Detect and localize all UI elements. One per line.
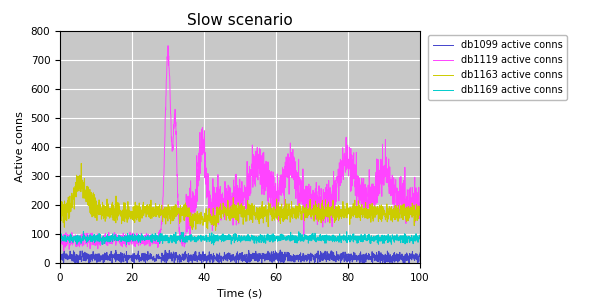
db1163 active conns xyxy=(406,211,413,214)
db1163 active conns xyxy=(232,218,239,221)
X-axis label: Time (s): Time (s) xyxy=(217,289,263,298)
Line: db1163 active conns: db1163 active conns xyxy=(60,163,420,230)
db1169 active conns xyxy=(340,233,347,237)
Line: db1169 active conns: db1169 active conns xyxy=(60,231,420,245)
db1099 active conns xyxy=(56,252,64,256)
db1119 active conns xyxy=(406,208,413,211)
db1119 active conns xyxy=(75,239,82,243)
db1169 active conns xyxy=(56,238,64,241)
db1169 active conns xyxy=(416,234,424,238)
db1099 active conns xyxy=(85,261,92,265)
db1119 active conns xyxy=(60,249,67,253)
db1099 active conns xyxy=(75,258,82,262)
db1169 active conns xyxy=(75,236,82,240)
db1169 active conns xyxy=(406,241,413,244)
Title: Slow scenario: Slow scenario xyxy=(187,13,293,28)
Line: db1099 active conns: db1099 active conns xyxy=(60,250,420,263)
db1169 active conns xyxy=(406,238,413,242)
Line: db1119 active conns: db1119 active conns xyxy=(60,46,420,251)
Y-axis label: Active conns: Active conns xyxy=(15,111,25,182)
db1119 active conns xyxy=(232,173,239,177)
db1163 active conns xyxy=(406,208,413,212)
db1099 active conns xyxy=(340,258,347,261)
db1163 active conns xyxy=(75,176,82,180)
db1099 active conns xyxy=(416,251,424,255)
db1163 active conns xyxy=(56,216,64,220)
db1163 active conns xyxy=(222,206,229,210)
db1099 active conns xyxy=(406,253,413,256)
db1119 active conns xyxy=(164,44,172,47)
db1099 active conns xyxy=(277,248,284,252)
db1119 active conns xyxy=(416,211,424,215)
db1163 active conns xyxy=(77,162,85,165)
db1099 active conns xyxy=(222,257,229,261)
db1169 active conns xyxy=(80,230,87,233)
db1099 active conns xyxy=(232,254,239,258)
db1163 active conns xyxy=(212,229,219,232)
db1119 active conns xyxy=(340,161,347,165)
db1169 active conns xyxy=(232,236,239,240)
db1169 active conns xyxy=(222,235,229,239)
Legend: db1099 active conns, db1119 active conns, db1163 active conns, db1169 active con: db1099 active conns, db1119 active conns… xyxy=(428,35,567,100)
db1119 active conns xyxy=(56,235,64,239)
db1099 active conns xyxy=(406,255,413,258)
db1163 active conns xyxy=(416,212,424,216)
db1163 active conns xyxy=(340,203,347,207)
db1119 active conns xyxy=(222,202,229,206)
db1119 active conns xyxy=(406,187,413,191)
db1169 active conns xyxy=(210,243,217,247)
